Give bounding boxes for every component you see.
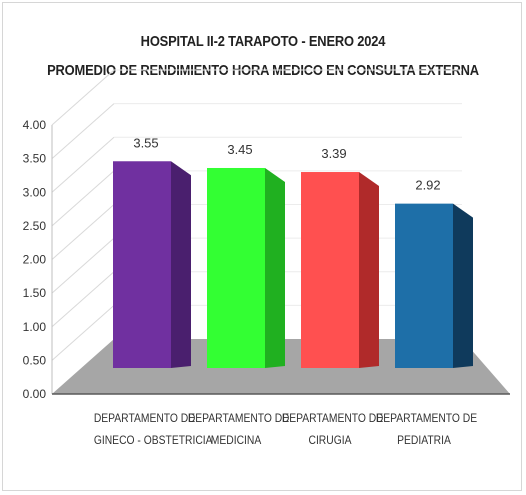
- bar-side: [265, 167, 285, 368]
- chart-title: HOSPITAL II-2 TARAPOTO - ENERO 2024: [140, 33, 386, 50]
- category-label-line: MEDICINA: [210, 433, 262, 447]
- y-tick-label: 0.50: [23, 353, 47, 367]
- data-label: 2.92: [415, 178, 440, 193]
- category-label-line: DEPARTAMENTO DE: [187, 411, 290, 425]
- category-label-line: DEPARTAMENTO DE: [93, 411, 196, 425]
- y-tick-label: 1.00: [23, 320, 47, 334]
- gridline: [51, 170, 115, 227]
- category-label: DEPARTAMENTO DE CIRUGIA: [281, 407, 384, 451]
- category-label-line: PEDIATRIA: [397, 433, 451, 447]
- gridline: [51, 305, 115, 361]
- data-label: 3.39: [321, 146, 346, 161]
- bar: [113, 161, 171, 368]
- data-label: 3.55: [133, 135, 158, 150]
- bar-side: [171, 161, 191, 368]
- bar-side: [453, 203, 473, 368]
- gridline: [51, 136, 115, 193]
- category-label: DEPARTAMENTO DE GINECO - OBSTETRICIA: [93, 407, 213, 451]
- y-tick-label: 3.50: [23, 152, 47, 166]
- y-tick-label: 4.00: [23, 118, 47, 132]
- category-label-line: DEPARTAMENTO DE: [375, 411, 478, 425]
- y-tick-label: 2.00: [23, 253, 47, 267]
- bar: [395, 203, 453, 368]
- bar: [207, 167, 265, 368]
- gridline: [51, 69, 115, 126]
- category-label: DEPARTAMENTO DE MEDICINA: [187, 407, 290, 451]
- category-label-line: GINECO - OBSTETRICIA: [93, 433, 213, 447]
- category-label: DEPARTAMENTO DE PEDIATRIA: [375, 407, 478, 451]
- category-label-line: CIRUGIA: [308, 433, 352, 447]
- gridline: [51, 271, 115, 328]
- bar: [301, 172, 359, 368]
- gridline: [51, 204, 115, 260]
- data-label: 3.45: [227, 142, 252, 157]
- y-tick-label: 3.00: [23, 185, 47, 199]
- y-tick-label: 2.50: [23, 219, 47, 233]
- gridline: [51, 103, 115, 159]
- y-tick-label: 1.50: [23, 286, 47, 300]
- category-label-line: DEPARTAMENTO DE: [281, 411, 384, 425]
- gridline: [51, 237, 115, 294]
- bar-side: [359, 172, 379, 368]
- y-tick-label: 0.00: [23, 387, 47, 401]
